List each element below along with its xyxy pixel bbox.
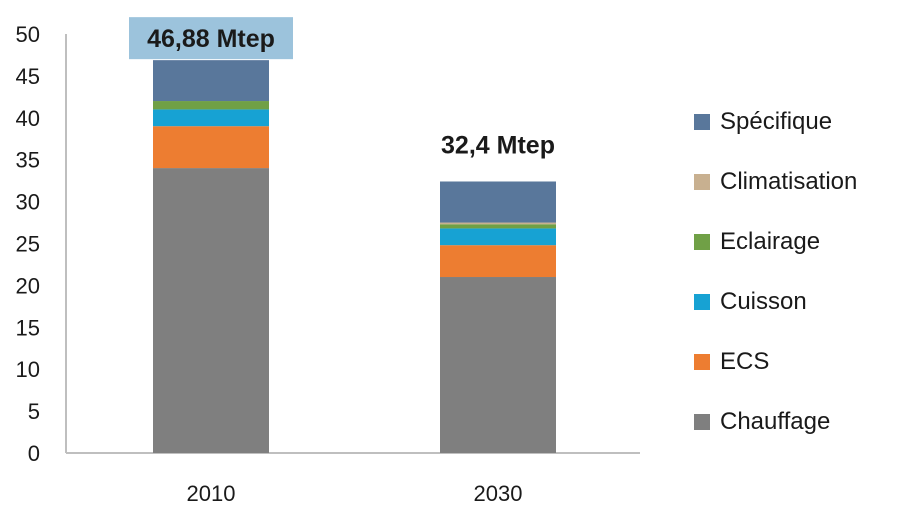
legend-label: Climatisation xyxy=(720,168,858,195)
legend: Spécifique Climatisation Eclairage Cuisson E… xyxy=(694,92,894,452)
y-tick-label: 35 xyxy=(16,148,40,173)
bar-segment-ecs-2010 xyxy=(153,126,269,169)
x-axis-labels: 2010 2030 xyxy=(187,481,523,506)
total-label-highlight xyxy=(129,17,293,60)
total-label: 32,4 Mtep xyxy=(441,131,555,159)
legend-label: ECS xyxy=(720,348,770,375)
y-tick-label: 10 xyxy=(16,357,40,382)
legend-label: Spécifique xyxy=(720,108,833,135)
bar-segment-eclairage-2010 xyxy=(153,101,269,110)
y-tick-label: 15 xyxy=(16,315,40,340)
legend-swatch xyxy=(694,354,710,370)
bars-group xyxy=(153,60,556,453)
y-tick-label: 5 xyxy=(28,399,40,424)
bar-segment-chauffage-2030 xyxy=(440,277,556,453)
bar-segment-sp-cifique-2030 xyxy=(440,181,556,223)
y-axis-ticks: 0 5 10 15 20 25 30 35 40 45 50 xyxy=(16,22,40,466)
x-tick-label: 2010 xyxy=(187,481,236,506)
bar-segment-cuisson-2030 xyxy=(440,228,556,246)
legend-label: Chauffage xyxy=(720,408,831,435)
bar-segment-climatisation-2030 xyxy=(440,222,556,225)
legend-swatch xyxy=(694,174,710,190)
y-tick-label: 30 xyxy=(16,190,40,215)
total-labels: 46,88 Mtep 32,4 Mtep xyxy=(129,17,555,159)
legend-swatch xyxy=(694,234,710,250)
legend-item: Spécifique xyxy=(694,92,894,152)
legend-item: Climatisation xyxy=(694,152,894,212)
legend-swatch xyxy=(694,294,710,310)
y-tick-label: 40 xyxy=(16,106,40,131)
x-tick-label: 2030 xyxy=(474,481,523,506)
y-tick-label: 25 xyxy=(16,232,40,257)
total-label: 46,88 Mtep xyxy=(147,25,275,53)
y-tick-label: 45 xyxy=(16,64,40,89)
y-tick-label: 20 xyxy=(16,273,40,298)
y-tick-label: 0 xyxy=(28,441,40,466)
legend-item: Eclairage xyxy=(694,212,894,272)
bar-segment-ecs-2030 xyxy=(440,245,556,278)
y-tick-label: 50 xyxy=(16,22,40,47)
legend-label: Cuisson xyxy=(720,288,807,315)
legend-item: ECS xyxy=(694,332,894,392)
legend-item: Chauffage xyxy=(694,392,894,452)
bar-segment-sp-cifique-2010 xyxy=(153,60,269,102)
bar-segment-eclairage-2030 xyxy=(440,224,556,229)
legend-item: Cuisson xyxy=(694,272,894,332)
legend-label: Eclairage xyxy=(720,228,821,255)
bar-segment-chauffage-2010 xyxy=(153,168,269,453)
legend-swatch xyxy=(694,114,710,130)
legend-swatch xyxy=(694,414,710,430)
bar-segment-cuisson-2010 xyxy=(153,109,269,127)
